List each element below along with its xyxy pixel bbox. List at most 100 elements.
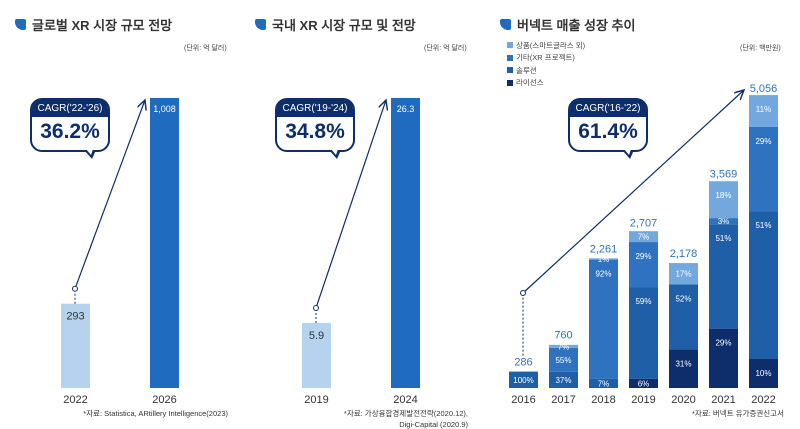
chart1-bar-2026 bbox=[150, 98, 179, 388]
chart3-segment-label: 51% bbox=[755, 221, 771, 230]
chart2-x-tick: 2024 bbox=[393, 394, 417, 406]
chart3-total-label: 2,261 bbox=[590, 243, 618, 255]
chart3-segment-label: 17% bbox=[675, 270, 691, 279]
chart3-segment-label: 10% bbox=[755, 369, 771, 378]
legend-label: 기타(XR 프로젝트) bbox=[516, 53, 575, 63]
chart3-segment-2022 bbox=[749, 211, 778, 359]
chart3-total-label: 2,707 bbox=[630, 218, 658, 230]
chart3-x-tick: 2016 bbox=[511, 394, 535, 406]
chart2-trend-dot bbox=[313, 304, 319, 311]
chart1-title: 글로벌 XR 시장 규모 전망 bbox=[15, 15, 172, 34]
chart3-segment-2020 bbox=[669, 263, 698, 285]
chart3-segment-2019 bbox=[629, 242, 658, 288]
chart2-title-text: 국내 XR 시장 규모 및 전망 bbox=[272, 18, 416, 33]
chart3-segment-2018 bbox=[589, 259, 618, 379]
chart3-segment-2021 bbox=[709, 218, 738, 225]
chart3-segment-label: 31% bbox=[675, 359, 691, 368]
chart2-bar-2019 bbox=[302, 322, 331, 388]
chart2-data-label: 5.9 bbox=[309, 330, 324, 342]
chart3-segment-label: 18% bbox=[715, 191, 731, 200]
chart3-segment-label: 52% bbox=[675, 294, 691, 303]
chart1-unit: (단위: 억 달러) bbox=[184, 45, 227, 52]
legend-swatch bbox=[507, 79, 513, 86]
chart2-cagr-bubble: CAGR('19-'24) 34.8% bbox=[275, 98, 355, 159]
legend-item: 솔루션 bbox=[507, 64, 585, 77]
legend-item: 상품(스마트글라스 외) bbox=[507, 39, 585, 52]
chart2-source: *자료: 가상융합경제발전전략(2020.12), Digi-Capital (2… bbox=[344, 408, 468, 429]
chart3-segment-2017 bbox=[549, 347, 578, 372]
cagr-label: CAGR('19-'24) bbox=[277, 100, 353, 117]
chart3-segment-2021 bbox=[709, 181, 738, 219]
chart1-x-tick: 2022 bbox=[63, 394, 87, 406]
chart3-segment-2016 bbox=[509, 371, 538, 388]
chart1-data-label: 1,008 bbox=[153, 104, 176, 114]
chart3-segment-label: 29% bbox=[635, 252, 651, 261]
chart3-total-label: 3,569 bbox=[710, 168, 738, 180]
chart3-total-label: 5,056 bbox=[750, 83, 778, 95]
chart1-trend-dot bbox=[72, 285, 78, 292]
chart3-segment-label: 92% bbox=[595, 270, 611, 279]
chart3-segment-label: 7% bbox=[558, 342, 570, 351]
chart3-x-tick: 2020 bbox=[671, 394, 695, 406]
flag-icon bbox=[15, 19, 26, 30]
chart1-data-label: 293 bbox=[66, 311, 84, 323]
chart1-x-tick: 2026 bbox=[152, 394, 176, 406]
chart3-segment-label: 11% bbox=[756, 105, 771, 114]
chart3-segment-2022 bbox=[749, 127, 778, 212]
chart3-segment-2018 bbox=[589, 258, 618, 260]
chart3-segment-label: 100% bbox=[513, 376, 533, 385]
chart3-segment-label: 29% bbox=[755, 137, 771, 146]
chart3-unit: (단위: 백만원) bbox=[740, 45, 781, 52]
chart3-x-tick: 2018 bbox=[591, 394, 615, 406]
chart3-segment-2021 bbox=[709, 328, 738, 388]
chart3-segment-2019 bbox=[629, 287, 658, 379]
chart3-segment-label: 55% bbox=[555, 356, 571, 365]
chart3-segment-label: 37% bbox=[555, 376, 571, 385]
chart3-total-label: 760 bbox=[554, 329, 572, 341]
chart1-trend-arrow bbox=[74, 100, 145, 289]
chart3-title: 버넥트 매출 성장 추이 bbox=[500, 15, 635, 34]
chart1-cagr-bubble: CAGR('22-'26) 36.2% bbox=[30, 98, 110, 159]
chart3-segment-2017 bbox=[549, 344, 578, 348]
cagr-label: CAGR('16-'22) bbox=[570, 100, 646, 117]
chart3-trend-dot bbox=[520, 290, 526, 296]
cagr-value: 34.8% bbox=[285, 120, 345, 143]
flag-icon bbox=[500, 19, 511, 30]
chart3-segment-2020 bbox=[669, 284, 698, 350]
legend-item: 라이선스 bbox=[507, 77, 585, 90]
cagr-label: CAGR('22-'26) bbox=[32, 100, 108, 117]
chart3-source: *자료: 버넥트 유가증권신고서 bbox=[692, 409, 784, 418]
chart2-title: 국내 XR 시장 규모 및 전망 bbox=[255, 15, 416, 34]
chart3-segment-label: 59% bbox=[635, 297, 651, 306]
chart3-trend-arrow bbox=[522, 90, 744, 294]
chart3-segment-label: 3% bbox=[718, 217, 730, 226]
chart3-segment-label: 7% bbox=[638, 233, 650, 242]
chart3-segment-label: 7% bbox=[598, 379, 610, 388]
chart3-segment-2021 bbox=[709, 224, 738, 329]
chart3-total-label: 286 bbox=[514, 357, 532, 369]
chart2-bar-2024 bbox=[391, 98, 420, 388]
chart3-segment-2018 bbox=[589, 378, 618, 388]
chart3-segment-label: 1% bbox=[598, 255, 610, 264]
chart3-cagr-bubble: CAGR('16-'22) 61.4% bbox=[568, 98, 648, 159]
chart2-trend-arrow bbox=[315, 100, 386, 309]
chart3-segment-2022 bbox=[749, 359, 778, 388]
chart3-x-tick: 2017 bbox=[551, 394, 575, 406]
chart3-x-tick: 2021 bbox=[711, 394, 735, 406]
chart3-legend: 상품(스마트글라스 외) 기타(XR 프로젝트) 솔루션 라이선스 bbox=[507, 39, 585, 89]
chart2-x-tick: 2019 bbox=[304, 394, 328, 406]
chart3-segment-label: 29% bbox=[715, 339, 731, 348]
chart1-bar-2022 bbox=[61, 303, 90, 388]
chart3-segment-2020 bbox=[669, 349, 698, 388]
legend-swatch bbox=[507, 54, 513, 61]
chart3-total-label: 2,178 bbox=[670, 248, 698, 260]
chart3-title-text: 버넥트 매출 성장 추이 bbox=[517, 18, 636, 33]
legend-label: 상품(스마트글라스 외) bbox=[516, 40, 586, 50]
legend-label: 솔루션 bbox=[516, 65, 537, 75]
chart3-segment-2017 bbox=[549, 371, 578, 388]
cagr-value: 61.4% bbox=[578, 120, 638, 143]
chart2-unit: (단위: 억 달러) bbox=[424, 45, 467, 52]
chart3-x-tick: 2022 bbox=[751, 394, 775, 406]
